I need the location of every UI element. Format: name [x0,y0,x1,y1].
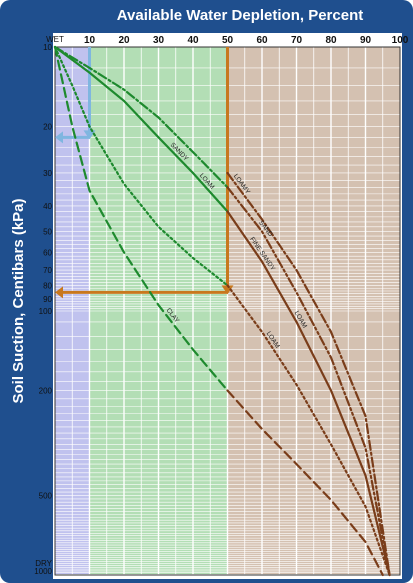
y-tick-label: 70 [43,266,52,275]
x-tick-label: 80 [325,35,337,46]
y-tick-label: 1000 [34,567,52,576]
x-tick-label: 40 [187,35,199,46]
y-dry-label: DRY [35,559,52,568]
y-tick-label: 40 [43,202,52,211]
y-tick-label: 20 [43,122,52,131]
x-tick-label: 90 [360,35,372,46]
y-tick-label: 500 [39,492,53,501]
chart-title: Available Water Depletion, Percent [117,7,363,24]
y-tick-label: 100 [39,307,53,316]
y-tick-label: 200 [39,386,53,395]
x-tick-label: 30 [153,35,165,46]
x-tick-label: 70 [291,35,303,46]
y-tick-label: 90 [43,295,52,304]
x-tick-label: 60 [256,35,268,46]
x-tick-label: 50 [222,35,234,46]
x-tick-label: 20 [118,35,130,46]
y-axis-label: Soil Suction, Centibars (kPa) [10,198,27,403]
x-tick-label: 10 [84,35,96,46]
y-tick-label: 50 [43,228,52,237]
y-tick-label: 60 [43,248,52,257]
y-tick-label: 30 [43,169,52,178]
y-tick-label: 10 [43,43,52,52]
x-tick-label: 100 [392,35,409,46]
y-tick-label: 80 [43,281,52,290]
